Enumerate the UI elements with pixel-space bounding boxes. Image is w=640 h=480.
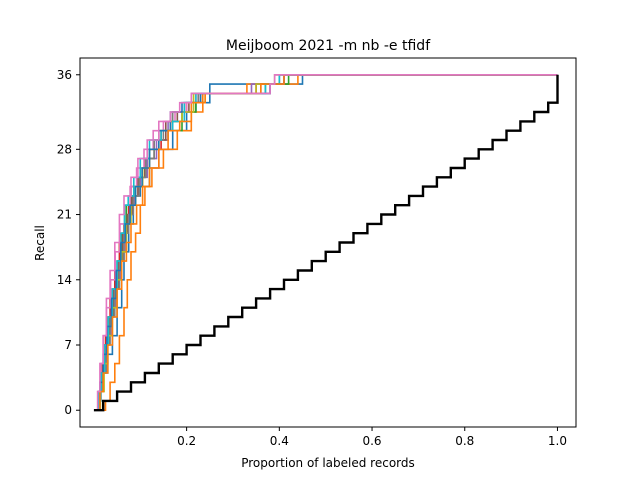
- series-line-6: [96, 74, 558, 411]
- series-line-9: [98, 74, 558, 411]
- x-tick-label: 0.4: [270, 434, 289, 448]
- y-tick-label: 36: [57, 68, 72, 82]
- x-tick-label: 0.6: [362, 434, 381, 448]
- chart-title: Meijboom 2021 -m nb -e tfidf: [226, 38, 431, 54]
- series-line-2: [103, 74, 558, 411]
- axes-frame: [79, 57, 577, 428]
- x-axis: 0.2 0.4 0.6 0.8 1.0: [177, 427, 567, 448]
- series-line-13: [95, 74, 558, 411]
- x-tick-label: 0.2: [177, 434, 196, 448]
- y-tick-label: 21: [57, 208, 72, 222]
- series-line-12: [97, 74, 558, 411]
- y-tick-label: 7: [64, 338, 72, 352]
- x-tick-label: 1.0: [548, 434, 567, 448]
- x-axis-label: Proportion of labeled records: [241, 456, 415, 470]
- plot-area: [93, 74, 559, 412]
- x-tick-label: 0.8: [455, 434, 474, 448]
- y-tick-label: 28: [57, 142, 72, 156]
- y-tick-label: 14: [57, 273, 72, 287]
- y-tick-label: 0: [64, 403, 72, 417]
- y-axis: 0 7 14 21 28 36: [57, 68, 80, 417]
- y-axis-label: Recall: [33, 225, 47, 261]
- series-line-14: [93, 74, 559, 412]
